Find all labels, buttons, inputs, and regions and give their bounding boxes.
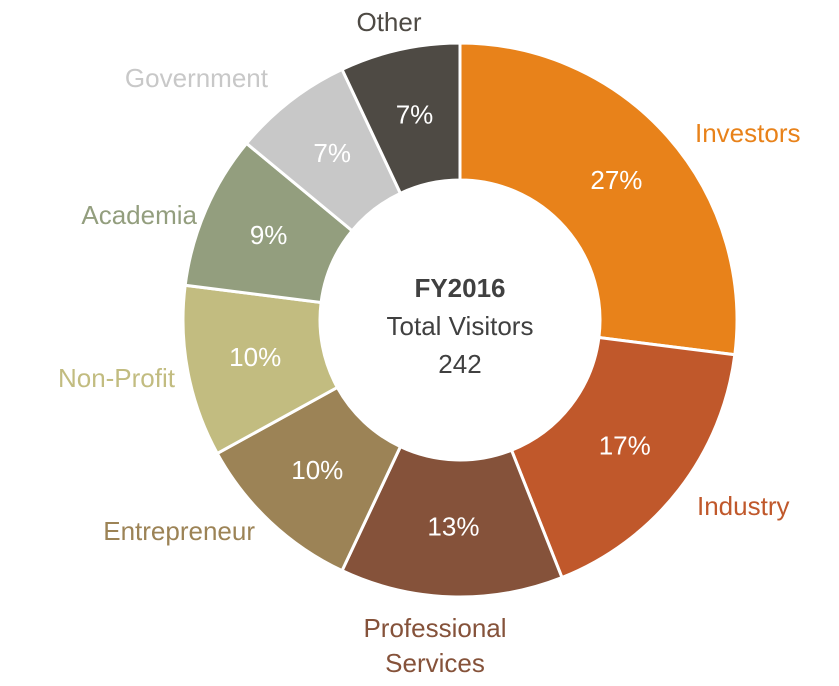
center-value: 242 — [438, 349, 481, 379]
slices — [181, 41, 739, 599]
value-label: 13% — [427, 511, 479, 541]
slice — [340, 41, 462, 196]
category-label: Entrepreneur — [103, 516, 255, 546]
category-label: Professional Services — [363, 613, 506, 678]
slice — [509, 335, 737, 580]
category-label: Other — [356, 7, 421, 37]
center-subtitle: Total Visitors — [387, 311, 534, 341]
value-label: 7% — [396, 99, 434, 129]
slice — [340, 444, 564, 599]
category-label: Investors — [695, 118, 801, 148]
category-label: Academia — [81, 200, 197, 230]
category-label: Non-Profit — [58, 363, 176, 393]
value-label: 9% — [250, 220, 288, 250]
category-label: Government — [125, 63, 269, 93]
value-label: 27% — [590, 165, 642, 195]
value-label: 10% — [229, 342, 281, 372]
value-label: 17% — [599, 431, 651, 461]
center-title: FY2016 — [414, 273, 505, 303]
value-label: 7% — [313, 138, 351, 168]
value-label: 10% — [291, 455, 343, 485]
slice — [458, 41, 739, 357]
category-label: Industry — [697, 491, 790, 521]
